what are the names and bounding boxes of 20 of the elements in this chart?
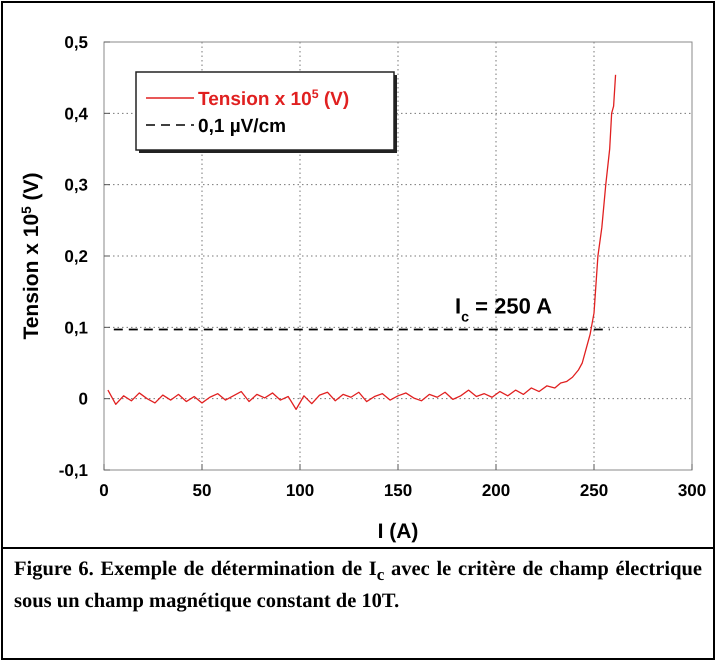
- legend-label: 0,1 µV/cm: [198, 116, 286, 137]
- caption: Figure 6. Exemple de détermination de I$_{c}$ avec le critère de champ électrique sous un champ magnétique constant de 10T.: [14, 557, 702, 614]
- y-tick-label: 0,3: [64, 176, 88, 195]
- y-tick-label: -0,1: [58, 461, 88, 480]
- x-tick-label: 0: [99, 481, 109, 500]
- legend-label: Tension x 10$^{5}$ (V): [198, 87, 350, 110]
- y-tick-label: 0,1: [64, 318, 88, 338]
- y-tick-label: 0,4: [64, 104, 89, 124]
- x-axis-title: I (A): [378, 520, 418, 543]
- x-tick-label: 300: [678, 481, 706, 500]
- y-tick-label: 0: [78, 390, 88, 409]
- line-series: [107, 74, 616, 410]
- x-tick-label: 250: [580, 481, 608, 500]
- y-tick-label: 0,2: [64, 247, 88, 266]
- x-tick-label: 200: [482, 481, 510, 500]
- x-tick-label: 100: [286, 481, 314, 500]
- y-tick-label: 0,5: [64, 33, 88, 52]
- annotation: I$_{c}$ = 250 A: [454, 293, 552, 326]
- x-tick-label: 50: [192, 481, 212, 500]
- x-tick-label: 150: [384, 481, 412, 500]
